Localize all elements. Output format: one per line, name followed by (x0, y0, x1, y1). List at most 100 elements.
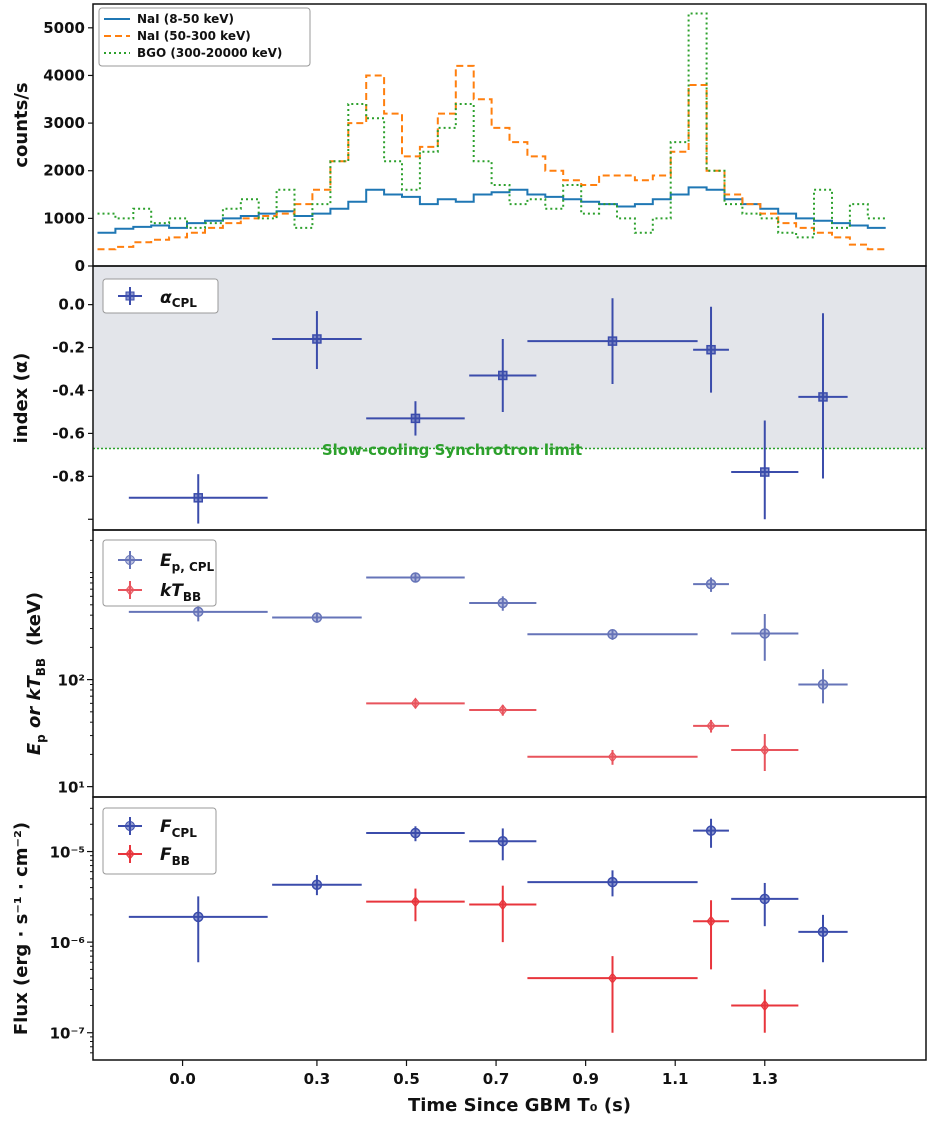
lightcurve-series-0 (97, 186, 886, 234)
legend-marker (125, 291, 135, 301)
fbb-point (731, 989, 799, 1033)
lightcurve-series-2 (97, 12, 886, 239)
legend-entry: FCPL (160, 817, 197, 840)
diamond-marker (498, 898, 508, 911)
legend-marker (125, 555, 135, 565)
legend-marker (125, 584, 135, 596)
circle-marker (497, 835, 509, 847)
ytick-label: 3000 (43, 114, 85, 132)
fcpl-point (469, 828, 537, 861)
ytick-label: 10⁻⁷ (50, 1025, 85, 1043)
ytick-label: 0 (75, 257, 85, 275)
square-marker (312, 334, 322, 344)
square-marker (498, 370, 508, 381)
ytick-label: 10⁻⁶ (50, 934, 85, 952)
circle-marker (759, 628, 771, 639)
fcpl-point (366, 826, 465, 842)
fcpl-point (128, 896, 268, 963)
legend-marker (125, 848, 135, 860)
xtick-label: 0.9 (572, 1070, 599, 1088)
ytick-label: 4000 (43, 66, 85, 84)
legend-index: αCPL (102, 278, 219, 314)
legend-lightcurve: NaI (8-50 keV) NaI (50-300 keV) BGO (300-2… (98, 7, 311, 67)
circle-marker (192, 911, 204, 923)
ep-point (731, 614, 799, 661)
y-axis-label: Ep or kTBB(keV) (24, 592, 48, 755)
ep-point (366, 572, 465, 583)
kt-point (693, 719, 729, 733)
ytick-label: 10⁻⁵ (50, 844, 85, 862)
legend-entry: Ep, CPL (160, 551, 215, 574)
allowed-region-shade (93, 266, 926, 449)
kt-point (731, 734, 799, 771)
diamond-marker (706, 915, 716, 928)
legend-entry: NaI (8-50 keV) (137, 12, 234, 26)
index-point (128, 474, 268, 524)
diamond-marker (410, 697, 421, 710)
diamond-marker (498, 704, 508, 716)
fbb-point (693, 900, 729, 970)
y-axis-label: counts/s (11, 82, 32, 167)
ytick-label: -0.8 (52, 467, 85, 485)
index-point (272, 311, 362, 370)
ep-point (272, 612, 362, 623)
index-point (527, 298, 698, 385)
square-marker (410, 413, 421, 424)
xtick-label: 0.0 (169, 1070, 196, 1088)
circle-marker (705, 825, 717, 836)
ytick-label: 10² (58, 672, 85, 690)
legend-entry: FBB (160, 845, 190, 868)
index-point (731, 420, 799, 520)
fcpl-point (731, 882, 799, 927)
ep-point (693, 577, 729, 592)
ytick-label: 1000 (43, 209, 85, 227)
legend-flux: FCPL FBB (102, 807, 217, 875)
lightcurve-series-1 (97, 64, 886, 251)
panel-frame-2 (92, 529, 927, 798)
ytick-label: -0.6 (52, 424, 85, 442)
diamond-marker (706, 720, 716, 732)
circle-marker (497, 597, 509, 609)
index-point (798, 313, 848, 479)
panel-frame-3 (92, 796, 927, 1061)
xtick-label: 1.3 (751, 1070, 778, 1088)
ytick-label: 0.0 (58, 296, 85, 314)
kt-point (469, 704, 537, 716)
fbb-point (469, 885, 537, 943)
circle-marker (705, 578, 717, 590)
circle-marker (607, 876, 618, 888)
fcpl-point (527, 870, 698, 897)
y-axis-label: index (α) (11, 353, 32, 444)
circle-marker (311, 879, 323, 890)
kt-point (527, 749, 698, 765)
square-marker (607, 336, 618, 346)
square-marker (760, 467, 770, 477)
ep-point (798, 669, 848, 704)
legend-energy: Ep, CPL kTBB (102, 539, 217, 607)
circle-marker (410, 572, 421, 583)
legend-box (98, 7, 311, 67)
ytick-label: 5000 (43, 19, 85, 37)
circle-marker (817, 679, 829, 690)
legend-entry: kTBB (160, 581, 201, 604)
kt-point (366, 697, 465, 710)
circle-marker (759, 893, 771, 905)
xtick-label: 0.3 (304, 1070, 331, 1088)
ytick-label: 10¹ (58, 779, 85, 797)
fcpl-point (798, 914, 848, 963)
fcpl-point (693, 818, 729, 848)
circle-marker (311, 612, 323, 623)
index-point (469, 338, 537, 412)
square-marker (193, 493, 203, 503)
diamond-marker (410, 895, 421, 908)
ytick-label: -0.2 (52, 339, 85, 357)
circle-marker (192, 606, 204, 618)
diamond-marker (607, 972, 618, 984)
xtick-label: 0.7 (483, 1070, 510, 1088)
fbb-point (366, 888, 465, 922)
xtick-label: 0.5 (393, 1070, 420, 1088)
xtick-label: 1.1 (662, 1070, 689, 1088)
index-point (366, 401, 465, 436)
y-axis-label: Flux (erg · s⁻¹ · cm⁻²) (11, 822, 32, 1035)
